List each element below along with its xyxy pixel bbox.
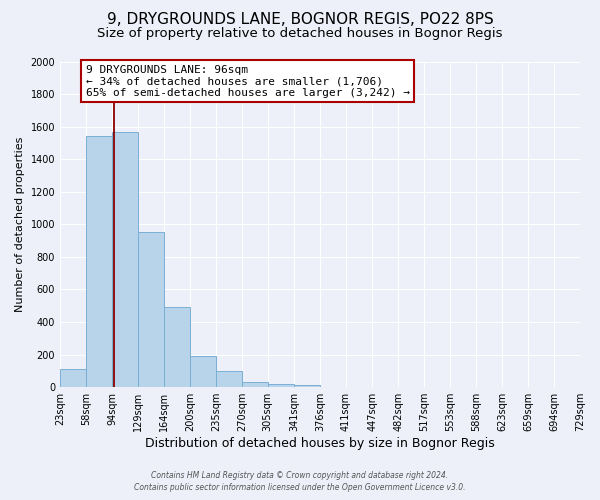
Bar [164,308,190,387]
Text: Contains HM Land Registry data © Crown copyright and database right 2024.
Contai: Contains HM Land Registry data © Crown c… [134,471,466,492]
Bar [112,132,138,387]
Bar [138,232,164,387]
X-axis label: Distribution of detached houses by size in Bognor Regis: Distribution of detached houses by size … [145,437,495,450]
Bar [86,136,112,387]
Y-axis label: Number of detached properties: Number of detached properties [15,136,25,312]
Text: Size of property relative to detached houses in Bognor Regis: Size of property relative to detached ho… [97,28,503,40]
Bar [242,382,268,387]
Bar [190,356,216,387]
Text: 9, DRYGROUNDS LANE, BOGNOR REGIS, PO22 8PS: 9, DRYGROUNDS LANE, BOGNOR REGIS, PO22 8… [107,12,493,28]
Bar [268,384,294,387]
Bar [294,385,320,387]
Bar [60,370,86,387]
Text: 9 DRYGROUNDS LANE: 96sqm
← 34% of detached houses are smaller (1,706)
65% of sem: 9 DRYGROUNDS LANE: 96sqm ← 34% of detach… [86,65,410,98]
Bar [216,371,242,387]
